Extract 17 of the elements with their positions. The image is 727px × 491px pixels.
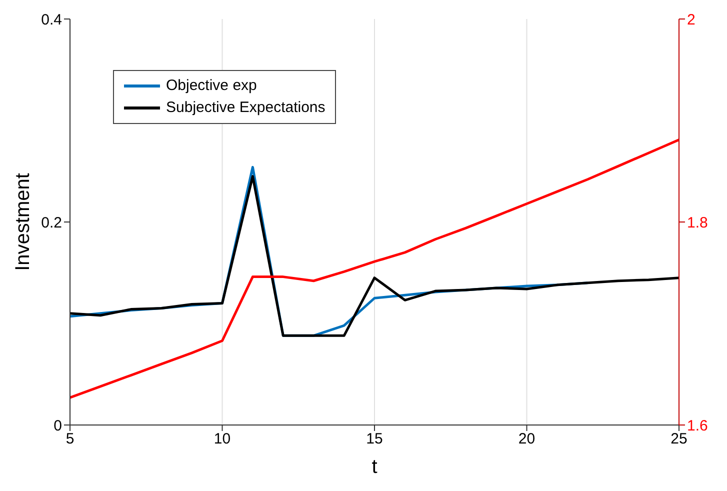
y-tick-label: 0.4 bbox=[41, 11, 62, 28]
y2-tick-label: 2 bbox=[687, 11, 696, 28]
x-tick-label: 15 bbox=[366, 430, 383, 448]
y-tick-label: 0.2 bbox=[41, 214, 62, 232]
y-axis-title: Investment bbox=[12, 172, 34, 271]
line-series bbox=[70, 138, 679, 399]
x-axis-title: t bbox=[372, 456, 378, 478]
x-tick-label: 10 bbox=[214, 430, 231, 448]
y2-tick-label: 1.8 bbox=[687, 214, 708, 232]
y-tick-label: 0 bbox=[54, 417, 62, 434]
y2-tick-label: 1.6 bbox=[687, 417, 708, 434]
x-tick-label: 20 bbox=[518, 430, 536, 448]
legend-label: Subjective Expectations bbox=[166, 98, 326, 118]
legend-label: Objective exp bbox=[166, 76, 257, 96]
x-tick-label: 5 bbox=[66, 430, 74, 448]
line-series bbox=[70, 175, 679, 337]
x-tick-label: 25 bbox=[670, 430, 688, 448]
